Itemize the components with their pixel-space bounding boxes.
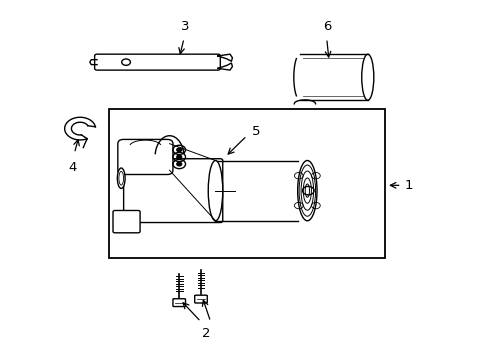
Ellipse shape — [297, 161, 316, 221]
Text: 6: 6 — [323, 20, 331, 33]
FancyBboxPatch shape — [194, 295, 207, 303]
Circle shape — [177, 155, 181, 159]
FancyBboxPatch shape — [123, 159, 223, 222]
Ellipse shape — [117, 168, 125, 188]
Circle shape — [177, 162, 181, 166]
Ellipse shape — [361, 54, 373, 100]
FancyBboxPatch shape — [95, 54, 220, 70]
Text: 4: 4 — [68, 161, 77, 174]
Circle shape — [177, 148, 181, 152]
Bar — [109, 109, 384, 258]
Text: 1: 1 — [404, 179, 413, 192]
Text: 2: 2 — [201, 327, 210, 339]
FancyBboxPatch shape — [118, 139, 173, 175]
Text: 5: 5 — [251, 125, 260, 138]
Ellipse shape — [208, 161, 223, 221]
FancyBboxPatch shape — [173, 299, 185, 306]
FancyBboxPatch shape — [113, 211, 140, 233]
Text: 3: 3 — [181, 20, 189, 33]
